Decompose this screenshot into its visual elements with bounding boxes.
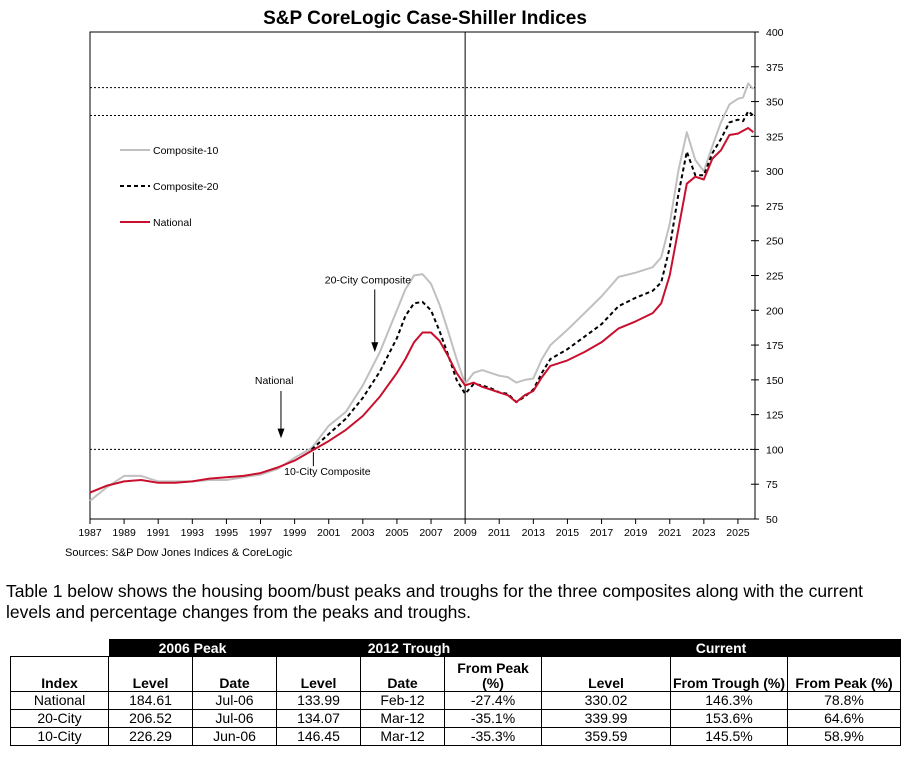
x-tick-label: 2019 xyxy=(624,527,648,539)
x-tick-label: 2005 xyxy=(385,527,409,539)
group-header-peak: 2006 Peak xyxy=(108,639,277,657)
table-cell: -35.1% xyxy=(444,709,542,728)
table-cell: 226.29 xyxy=(108,727,193,746)
table-cell: 359.59 xyxy=(541,727,671,746)
table-cell: -35.3% xyxy=(444,727,542,746)
table-cell: 134.07 xyxy=(276,709,361,728)
x-tick-label: 1989 xyxy=(112,527,136,539)
legend-label: Composite-20 xyxy=(153,181,219,193)
y-tick-label: 50 xyxy=(766,514,778,526)
y-tick-label: 150 xyxy=(766,375,784,387)
y-tick-label: 400 xyxy=(766,27,784,39)
column-header: From Trough (%) xyxy=(670,656,788,692)
table-cell: 64.6% xyxy=(787,709,901,728)
series-line-composite-10 xyxy=(89,82,755,502)
x-tick-label: 2013 xyxy=(522,527,546,539)
y-tick-label: 75 xyxy=(766,479,778,491)
table-cell: 153.6% xyxy=(670,709,788,728)
x-tick-label: 2009 xyxy=(453,527,477,539)
table-cell: Jul-06 xyxy=(192,691,277,710)
y-tick-label: 275 xyxy=(766,201,784,213)
x-tick-label: 1995 xyxy=(215,527,239,539)
y-tick-label: 125 xyxy=(766,410,784,422)
legend-label: Composite-10 xyxy=(153,145,219,157)
x-tick-label: 2015 xyxy=(556,527,580,539)
table-cell: 133.99 xyxy=(276,691,361,710)
table-cell: 78.8% xyxy=(787,691,901,710)
table-row: National 184.61 Jul-06 133.99 Feb-12 -27… xyxy=(10,691,901,710)
x-tick-label: 2025 xyxy=(726,527,750,539)
annotation-arrowhead xyxy=(277,428,285,439)
table-description: Table 1 below shows the housing boom/bus… xyxy=(6,581,864,622)
table-cell: 146.45 xyxy=(276,727,361,746)
table-cell: Jun-06 xyxy=(192,727,277,746)
table-cell: National xyxy=(10,691,109,710)
table-cell: 10-City xyxy=(10,727,109,746)
table-cell: Mar-12 xyxy=(360,727,445,746)
table-cell: 330.02 xyxy=(541,691,671,710)
y-tick-label: 175 xyxy=(766,340,784,352)
table-row: 20-City 206.52 Jul-06 134.07 Mar-12 -35.… xyxy=(10,709,901,728)
y-tick-label: 350 xyxy=(766,97,784,109)
x-tick-label: 2003 xyxy=(351,527,375,539)
table-cell: 145.5% xyxy=(670,727,788,746)
x-tick-label: 1997 xyxy=(249,527,273,539)
chart: S&P CoreLogic Case-Shiller Indices 50 75 1… xyxy=(65,8,784,559)
x-tick-label: 2021 xyxy=(658,527,682,539)
table-cell: Mar-12 xyxy=(360,709,445,728)
column-header: Level xyxy=(108,656,193,692)
table-row: 10-City 226.29 Jun-06 146.45 Mar-12 -35.… xyxy=(10,727,901,746)
table-cell: -27.4% xyxy=(444,691,542,710)
table-cell: 184.61 xyxy=(108,691,193,710)
x-tick-label: 2023 xyxy=(692,527,716,539)
chart-title: S&P CoreLogic Case-Shiller Indices xyxy=(263,8,587,29)
table-cell: 58.9% xyxy=(787,727,901,746)
x-tick-label: 2017 xyxy=(590,527,614,539)
table-cell: 206.52 xyxy=(108,709,193,728)
column-header: Level xyxy=(541,656,671,692)
column-header: Index xyxy=(10,656,109,692)
annotation-arrowhead xyxy=(371,342,379,352)
x-tick-label: 2001 xyxy=(317,527,341,539)
x-tick-label: 2011 xyxy=(488,527,511,539)
x-tick-label: 1991 xyxy=(147,527,171,539)
series-line-national xyxy=(89,127,754,494)
y-tick-label: 325 xyxy=(766,131,784,143)
table-cell: Feb-12 xyxy=(360,691,445,710)
group-header-trough: 2012 Trough xyxy=(276,639,542,657)
annotation-label: 20-City Composite xyxy=(325,275,412,287)
table-cell: Jul-06 xyxy=(192,709,277,728)
legend-label: National xyxy=(153,217,192,229)
group-header-current: Current xyxy=(541,639,901,657)
x-tick-label: 1987 xyxy=(78,527,102,539)
annotation-label: National xyxy=(255,375,294,387)
column-header: From Peak (%) xyxy=(787,656,901,692)
column-header: From Peak (%) xyxy=(444,656,542,692)
column-header: Date xyxy=(360,656,445,692)
annotation-label: 10-City Composite xyxy=(284,466,371,478)
x-tick-label: 1999 xyxy=(283,527,307,539)
table-cell: 20-City xyxy=(10,709,109,728)
column-header: Level xyxy=(276,656,361,692)
y-tick-label: 375 xyxy=(766,62,784,74)
column-header: Date xyxy=(192,656,277,692)
results-table: 2006 Peak 2012 Trough Current Index Leve… xyxy=(10,639,901,746)
y-tick-label: 250 xyxy=(766,236,784,248)
chart-source: Sources: S&P Dow Jones Indices & CoreLog… xyxy=(65,547,293,559)
table-cell: 339.99 xyxy=(541,709,671,728)
y-tick-label: 225 xyxy=(766,271,784,283)
y-tick-label: 100 xyxy=(766,444,784,456)
table-cell: 146.3% xyxy=(670,691,788,710)
x-tick-label: 2007 xyxy=(419,527,443,539)
y-tick-label: 200 xyxy=(766,305,784,317)
y-tick-label: 300 xyxy=(766,166,784,178)
x-tick-label: 1993 xyxy=(181,527,205,539)
group-header-blank xyxy=(10,639,109,657)
